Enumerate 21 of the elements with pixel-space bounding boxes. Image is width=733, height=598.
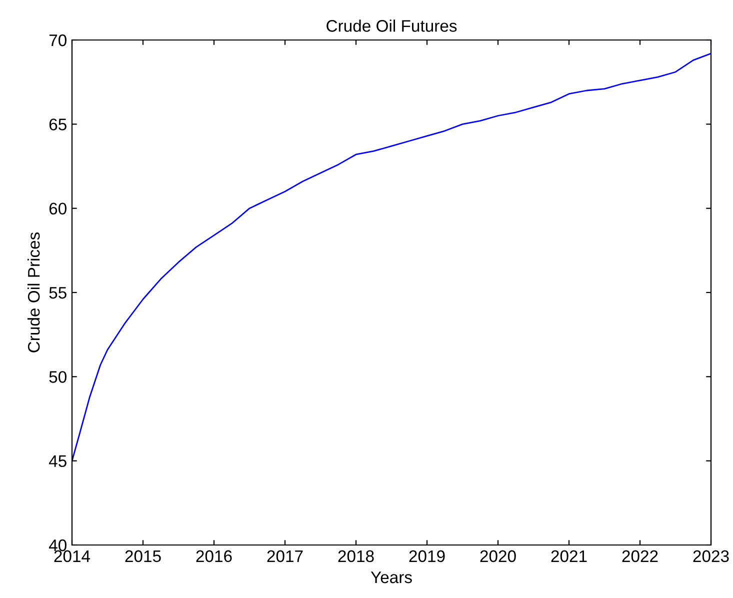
x-tick-label: 2023 — [693, 550, 729, 562]
x-tick-label: 2014 — [54, 550, 90, 562]
x-tick-label: 2015 — [125, 550, 161, 562]
y-tick-label: 50 — [49, 371, 66, 383]
x-tick-label: 2020 — [480, 550, 516, 562]
y-tick-label: 60 — [49, 202, 66, 215]
y-tick-label: 70 — [49, 34, 66, 46]
x-tick-label: 2018 — [338, 550, 374, 562]
x-tick-label: 2022 — [622, 550, 658, 562]
x-tick-label: 2019 — [409, 550, 445, 562]
y-axis-title: Crude Oil Prices — [28, 232, 40, 352]
line-series — [72, 52, 711, 462]
chart-title: Crude Oil Futures — [326, 20, 457, 32]
y-tick-label: 40 — [48, 539, 66, 552]
x-tick-label: 2017 — [267, 550, 303, 562]
x-tick-label: 2021 — [551, 550, 587, 562]
x-axis-title: Years — [370, 572, 412, 584]
y-tick-label: 55 — [49, 287, 66, 299]
y-tick-label: 65 — [49, 118, 66, 130]
x-tick-label: 2016 — [196, 550, 232, 562]
y-tick-label: 45 — [48, 455, 66, 468]
